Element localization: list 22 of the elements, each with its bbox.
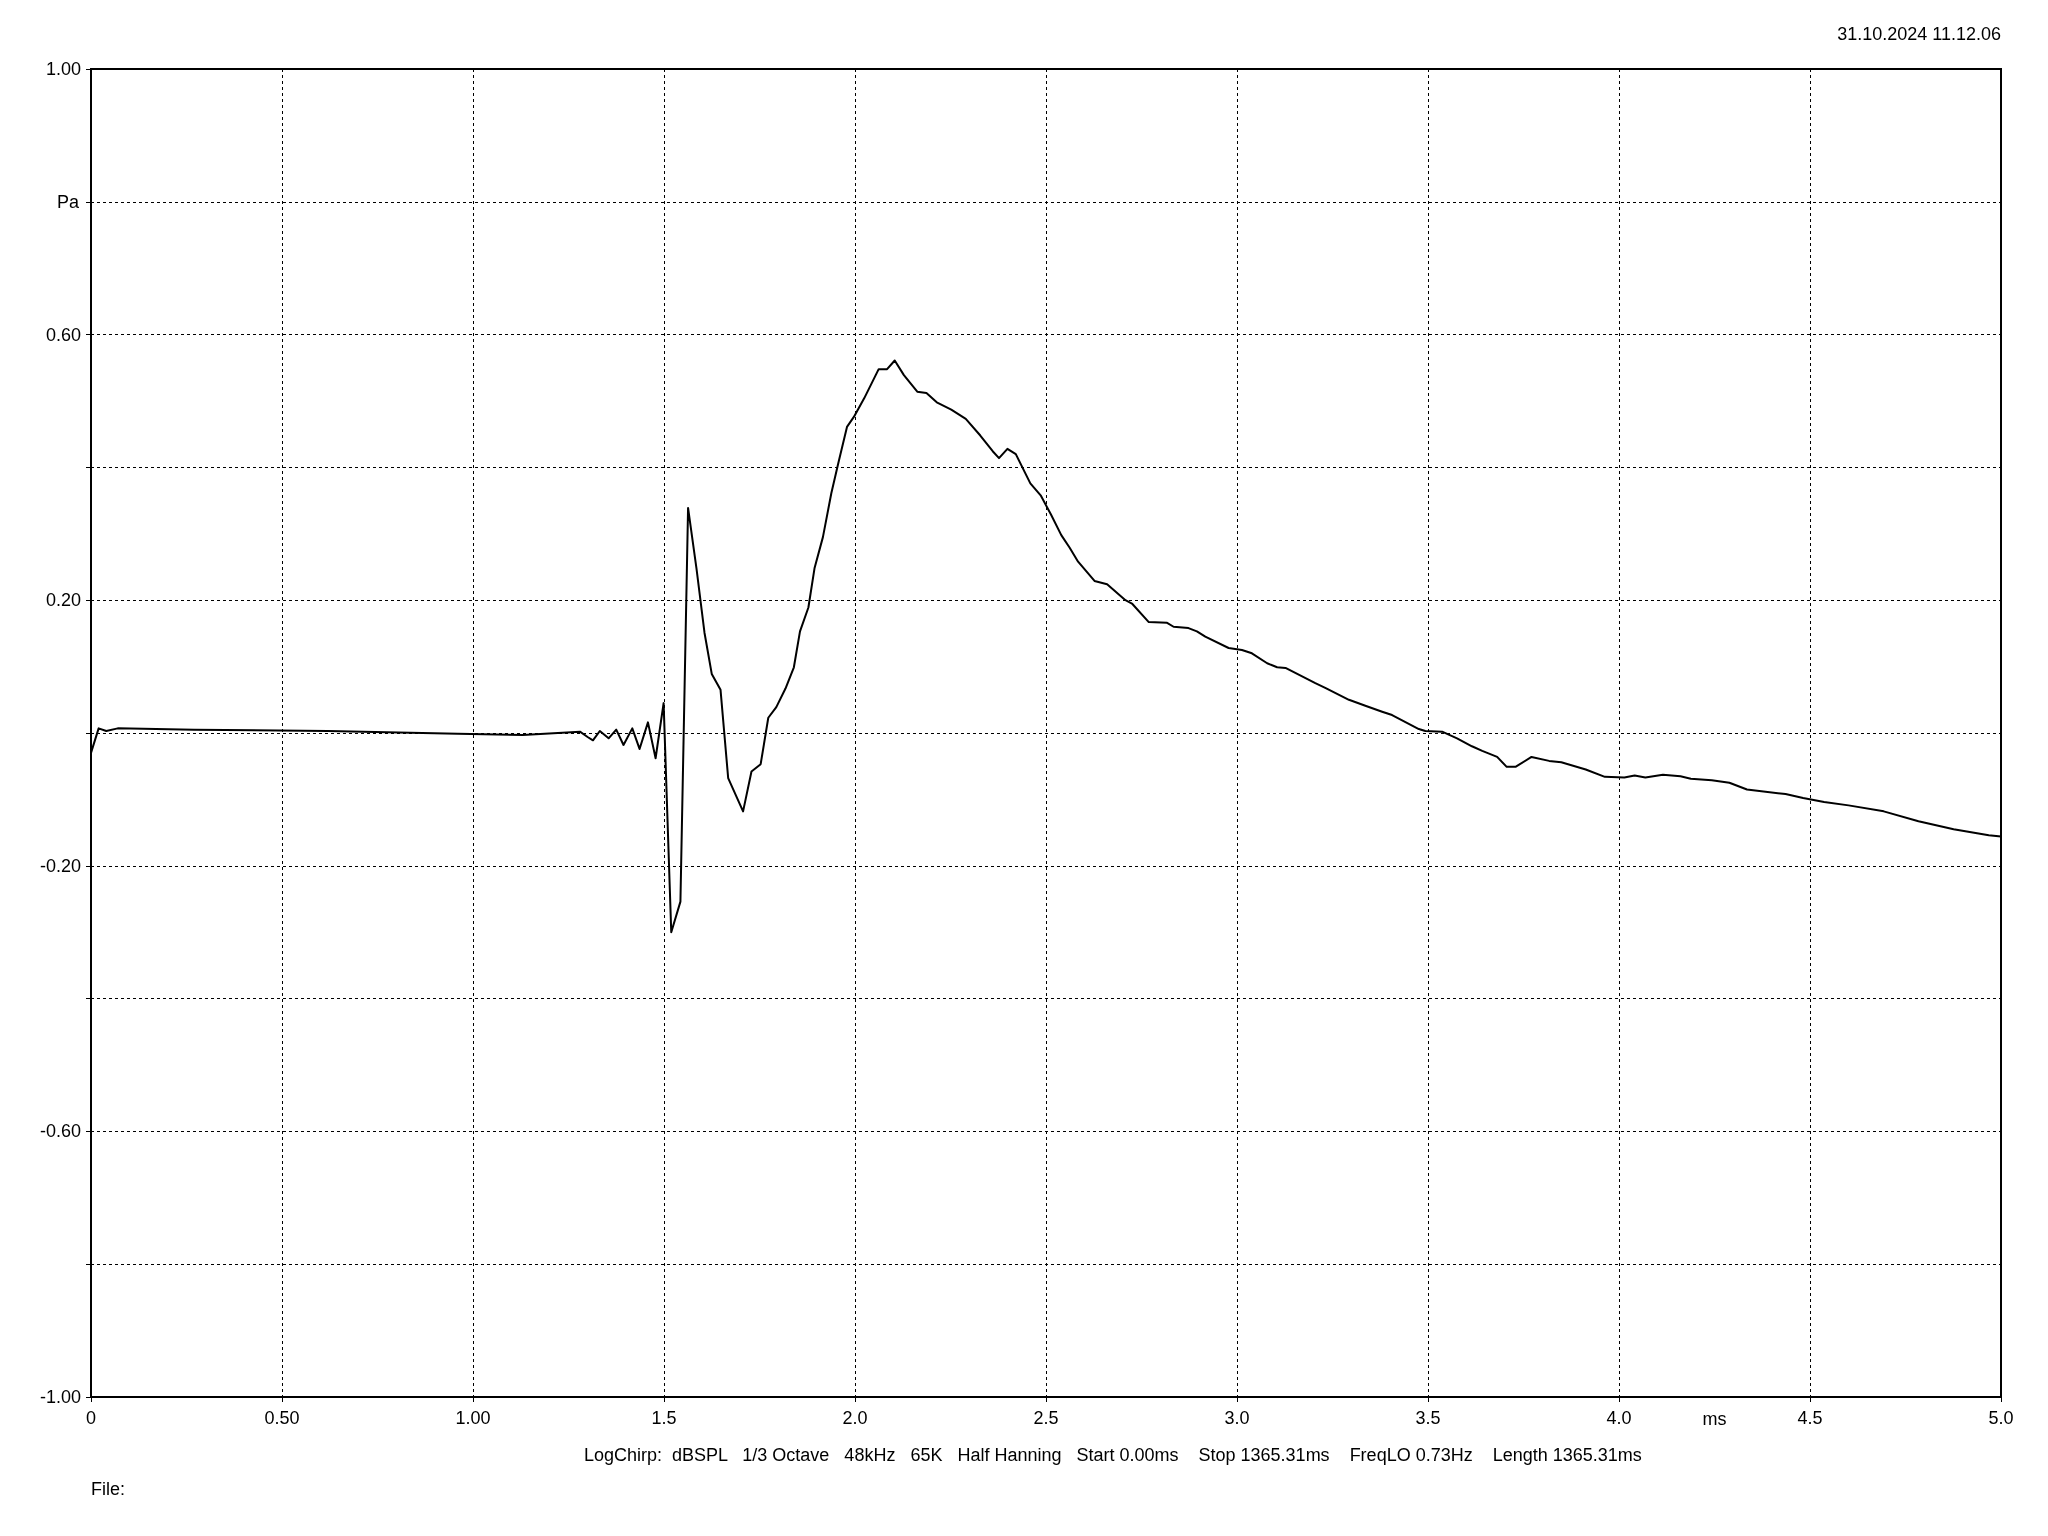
- y-tick-label: -1.00: [39, 1387, 81, 1407]
- x-tick-label: 4.5: [1797, 1408, 1823, 1428]
- x-tick-label: 3.0: [1224, 1408, 1250, 1428]
- y-tick-label: 0.20: [45, 590, 81, 611]
- y-tick-label: -0.60: [39, 1121, 81, 1142]
- text: File:: [91, 1479, 126, 1499]
- x-tick-label: 2.0: [842, 1408, 868, 1428]
- x-tick-label: 0: [85, 1408, 97, 1428]
- y-axis-title: Pa: [56, 191, 80, 212]
- text: LogChirp: dBSPL 1/3 Octave 48kHz 65K Half Hanning Start 0.00ms Stop 1365.31ms FreqLO 0.73Hz Length 1365.31ms: [583, 1445, 1642, 1465]
- x-tick-label: 1.5: [651, 1408, 677, 1428]
- x-tick-label: 3.5: [1415, 1408, 1441, 1428]
- x-tick-label: 2.5: [1033, 1408, 1059, 1428]
- x-tick-label: 0.50: [264, 1408, 300, 1428]
- y-tick-label: 1.00: [45, 59, 81, 79]
- x-axis-title: ms: [1702, 1409, 1727, 1429]
- y-tick-label: 0.60: [45, 324, 81, 345]
- x-tick-label: 4.0: [1606, 1408, 1632, 1428]
- text: 31.10.2024 11.12.06: [1837, 24, 2001, 44]
- x-tick-label: 5.0: [1988, 1408, 2014, 1428]
- y-tick-label: -0.20: [39, 855, 81, 876]
- x-tick-label: 1.00: [455, 1408, 491, 1428]
